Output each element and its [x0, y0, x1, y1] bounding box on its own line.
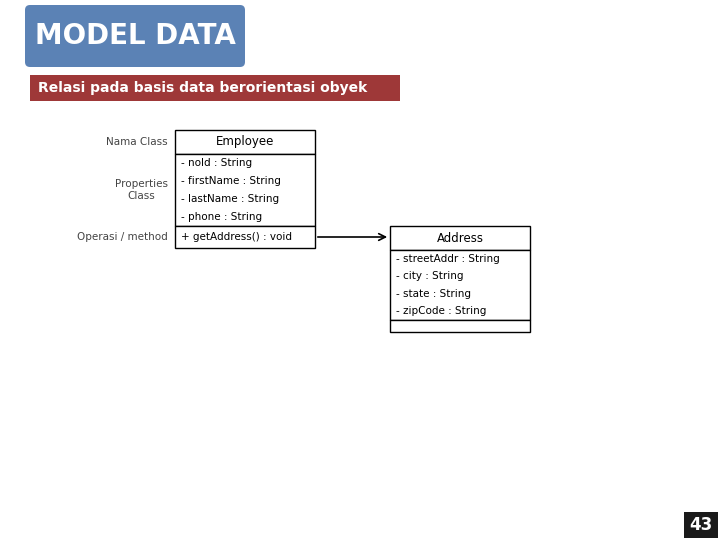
Bar	[30, 75, 400, 101]
Text: - lastName : String: - lastName : String	[181, 194, 279, 204]
Text: Nama Class: Nama Class	[107, 137, 168, 147]
Text: + getAddress() : void: + getAddress() : void	[181, 232, 292, 242]
Text: - phone : String: - phone : String	[181, 212, 262, 222]
Text: - zipCode : String: - zipCode : String	[396, 306, 487, 316]
Text: Address: Address	[436, 232, 484, 245]
FancyBboxPatch shape	[25, 5, 245, 67]
Bar	[390, 320, 530, 332]
Text: Relasi pada basis data berorientasi obyek: Relasi pada basis data berorientasi obye…	[38, 81, 367, 95]
Bar	[390, 250, 530, 320]
Bar	[175, 130, 315, 154]
Bar	[175, 226, 315, 248]
Bar	[684, 512, 718, 538]
Text: - noId : String: - noId : String	[181, 158, 252, 168]
Text: Properties
Class: Properties Class	[115, 179, 168, 201]
Text: - streetAddr : String: - streetAddr : String	[396, 254, 500, 264]
Text: - state : String: - state : String	[396, 289, 471, 299]
Text: Operasi / method: Operasi / method	[77, 232, 168, 242]
Text: MODEL DATA: MODEL DATA	[35, 22, 235, 50]
Text: 43: 43	[689, 516, 713, 534]
Bar	[390, 226, 530, 250]
Text: - firstName : String: - firstName : String	[181, 176, 281, 186]
Text: - city : String: - city : String	[396, 271, 464, 281]
Bar	[175, 154, 315, 226]
Text: Employee: Employee	[216, 136, 274, 148]
